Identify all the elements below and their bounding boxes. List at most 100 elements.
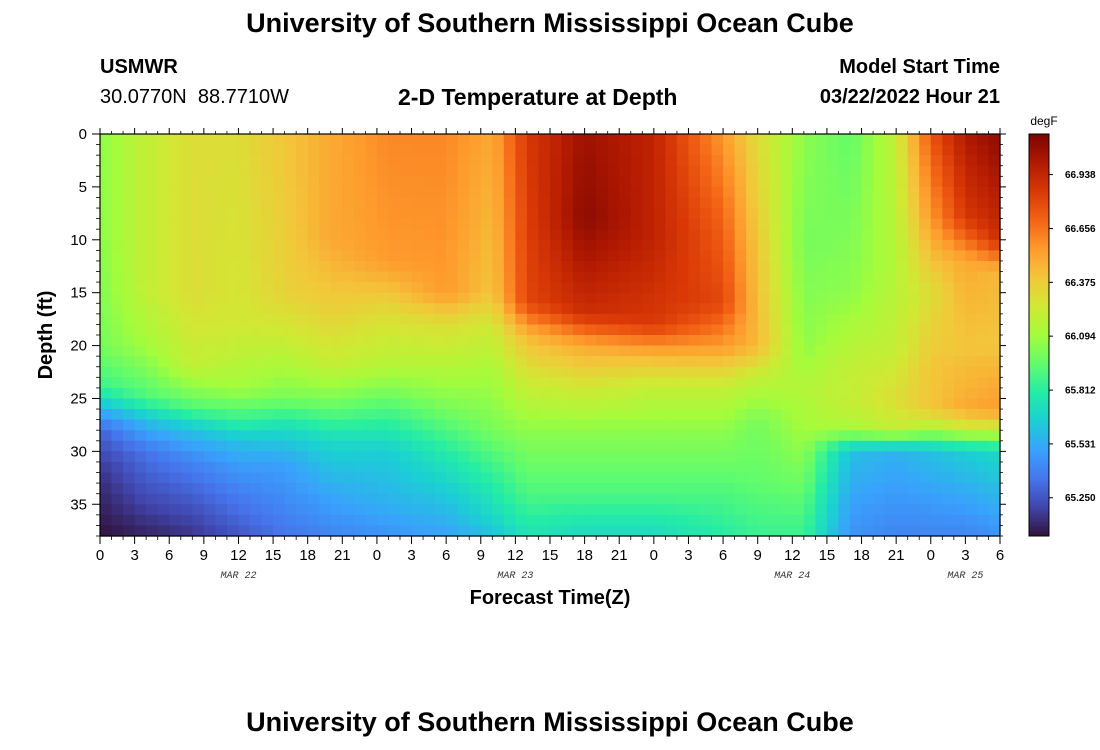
heatmap-cell xyxy=(942,356,955,368)
heatmap-cell xyxy=(100,409,113,421)
heatmap-cell xyxy=(515,239,528,251)
heatmap-cell xyxy=(792,504,805,516)
heatmap-cell xyxy=(700,335,713,347)
heatmap-cell xyxy=(596,324,609,336)
heatmap-cell xyxy=(607,525,620,537)
heatmap-cell xyxy=(111,525,124,537)
heatmap-cell xyxy=(792,387,805,400)
heatmap-cell xyxy=(550,483,563,495)
heatmap-cell xyxy=(630,504,643,516)
heatmap-cell xyxy=(815,483,828,495)
heatmap-cell xyxy=(226,176,240,188)
heatmap-cell xyxy=(930,493,943,505)
heatmap-cell xyxy=(538,271,551,283)
heatmap-cell xyxy=(896,313,909,326)
heatmap-cell xyxy=(780,239,793,251)
heatmap-cell xyxy=(388,345,401,357)
page-title: University of Southern Mississippi Ocean… xyxy=(246,8,854,38)
heatmap-cell xyxy=(688,134,701,146)
heatmap-cell xyxy=(192,282,205,294)
heatmap-cell xyxy=(319,324,332,336)
heatmap-cell xyxy=(100,165,113,177)
heatmap-cell xyxy=(457,260,470,273)
heatmap-cell xyxy=(919,514,932,527)
heatmap-cell xyxy=(157,440,170,452)
heatmap-cell xyxy=(330,493,343,505)
heatmap-cell xyxy=(746,176,759,188)
heatmap-cell xyxy=(953,514,966,527)
heatmap-cell xyxy=(469,514,482,527)
heatmap-cell xyxy=(238,271,251,283)
heatmap-cell xyxy=(700,525,713,537)
heatmap-cell xyxy=(561,461,574,474)
heatmap-cell xyxy=(907,208,920,220)
heatmap-cell xyxy=(330,134,343,146)
heatmap-cell xyxy=(100,197,113,209)
heatmap-cell xyxy=(596,483,609,495)
heatmap-cell xyxy=(469,186,482,199)
heatmap-cell xyxy=(111,218,124,230)
heatmap-cell xyxy=(353,472,366,484)
heatmap-cell xyxy=(988,409,1001,421)
heatmap-cell xyxy=(584,144,597,156)
heatmap-cell xyxy=(284,134,297,146)
heatmap-cell xyxy=(515,451,528,463)
heatmap-cell xyxy=(169,282,182,294)
heatmap-cell xyxy=(203,377,216,389)
heatmap-cell xyxy=(688,335,701,347)
heatmap-cell xyxy=(573,440,586,452)
heatmap-cell xyxy=(584,493,597,505)
heatmap-cell xyxy=(665,398,678,410)
heatmap-cell xyxy=(226,335,240,347)
heatmap-cell xyxy=(123,250,136,262)
heatmap-cell xyxy=(111,271,124,283)
heatmap-cell xyxy=(838,239,851,251)
heatmap-cell xyxy=(688,303,701,315)
heatmap-cell xyxy=(896,165,909,177)
heatmap-cell xyxy=(734,409,747,421)
heatmap-cell xyxy=(665,260,678,273)
heatmap-cell xyxy=(515,303,528,315)
heatmap-cell xyxy=(630,440,643,452)
x-tick-label: 3 xyxy=(407,547,415,564)
heatmap-cell xyxy=(688,186,701,199)
heatmap-cell xyxy=(550,409,563,421)
x-tick-label: 15 xyxy=(265,547,282,564)
heatmap-cell xyxy=(226,250,240,262)
heatmap-cell xyxy=(250,335,263,347)
heatmap-cell xyxy=(688,398,701,410)
heatmap-cell xyxy=(134,229,147,241)
heatmap-cell xyxy=(815,398,828,410)
heatmap-cell xyxy=(169,134,182,146)
heatmap-cell xyxy=(596,218,609,230)
heatmap-cell xyxy=(123,303,136,315)
heatmap-cell xyxy=(284,260,297,273)
heatmap-cell xyxy=(826,440,840,452)
heatmap-cell xyxy=(480,324,493,336)
heatmap-cell xyxy=(942,229,955,241)
heatmap-cell xyxy=(192,250,205,262)
heatmap-cell xyxy=(965,398,978,410)
heatmap-cell xyxy=(146,398,159,410)
heatmap-cell xyxy=(423,514,436,527)
heatmap-cell xyxy=(526,229,540,241)
heatmap-cell xyxy=(180,176,193,188)
heatmap-cell xyxy=(250,366,263,378)
heatmap-cell xyxy=(157,239,170,251)
heatmap-cell xyxy=(400,239,413,251)
heatmap-cell xyxy=(250,208,263,220)
heatmap-cell xyxy=(873,186,886,199)
heatmap-cell xyxy=(676,345,690,357)
heatmap-cell xyxy=(250,430,263,442)
heatmap-cell xyxy=(769,218,782,230)
heatmap-cell xyxy=(307,525,320,537)
heatmap-cell xyxy=(746,472,759,484)
heatmap-cell xyxy=(388,366,401,378)
heatmap-cell xyxy=(769,377,782,389)
heatmap-cell xyxy=(561,335,574,347)
heatmap-cell xyxy=(584,335,597,347)
heatmap-cell xyxy=(792,155,805,167)
heatmap-cell xyxy=(480,356,493,368)
heatmap-cell xyxy=(423,282,436,294)
heatmap-cell xyxy=(526,514,540,527)
